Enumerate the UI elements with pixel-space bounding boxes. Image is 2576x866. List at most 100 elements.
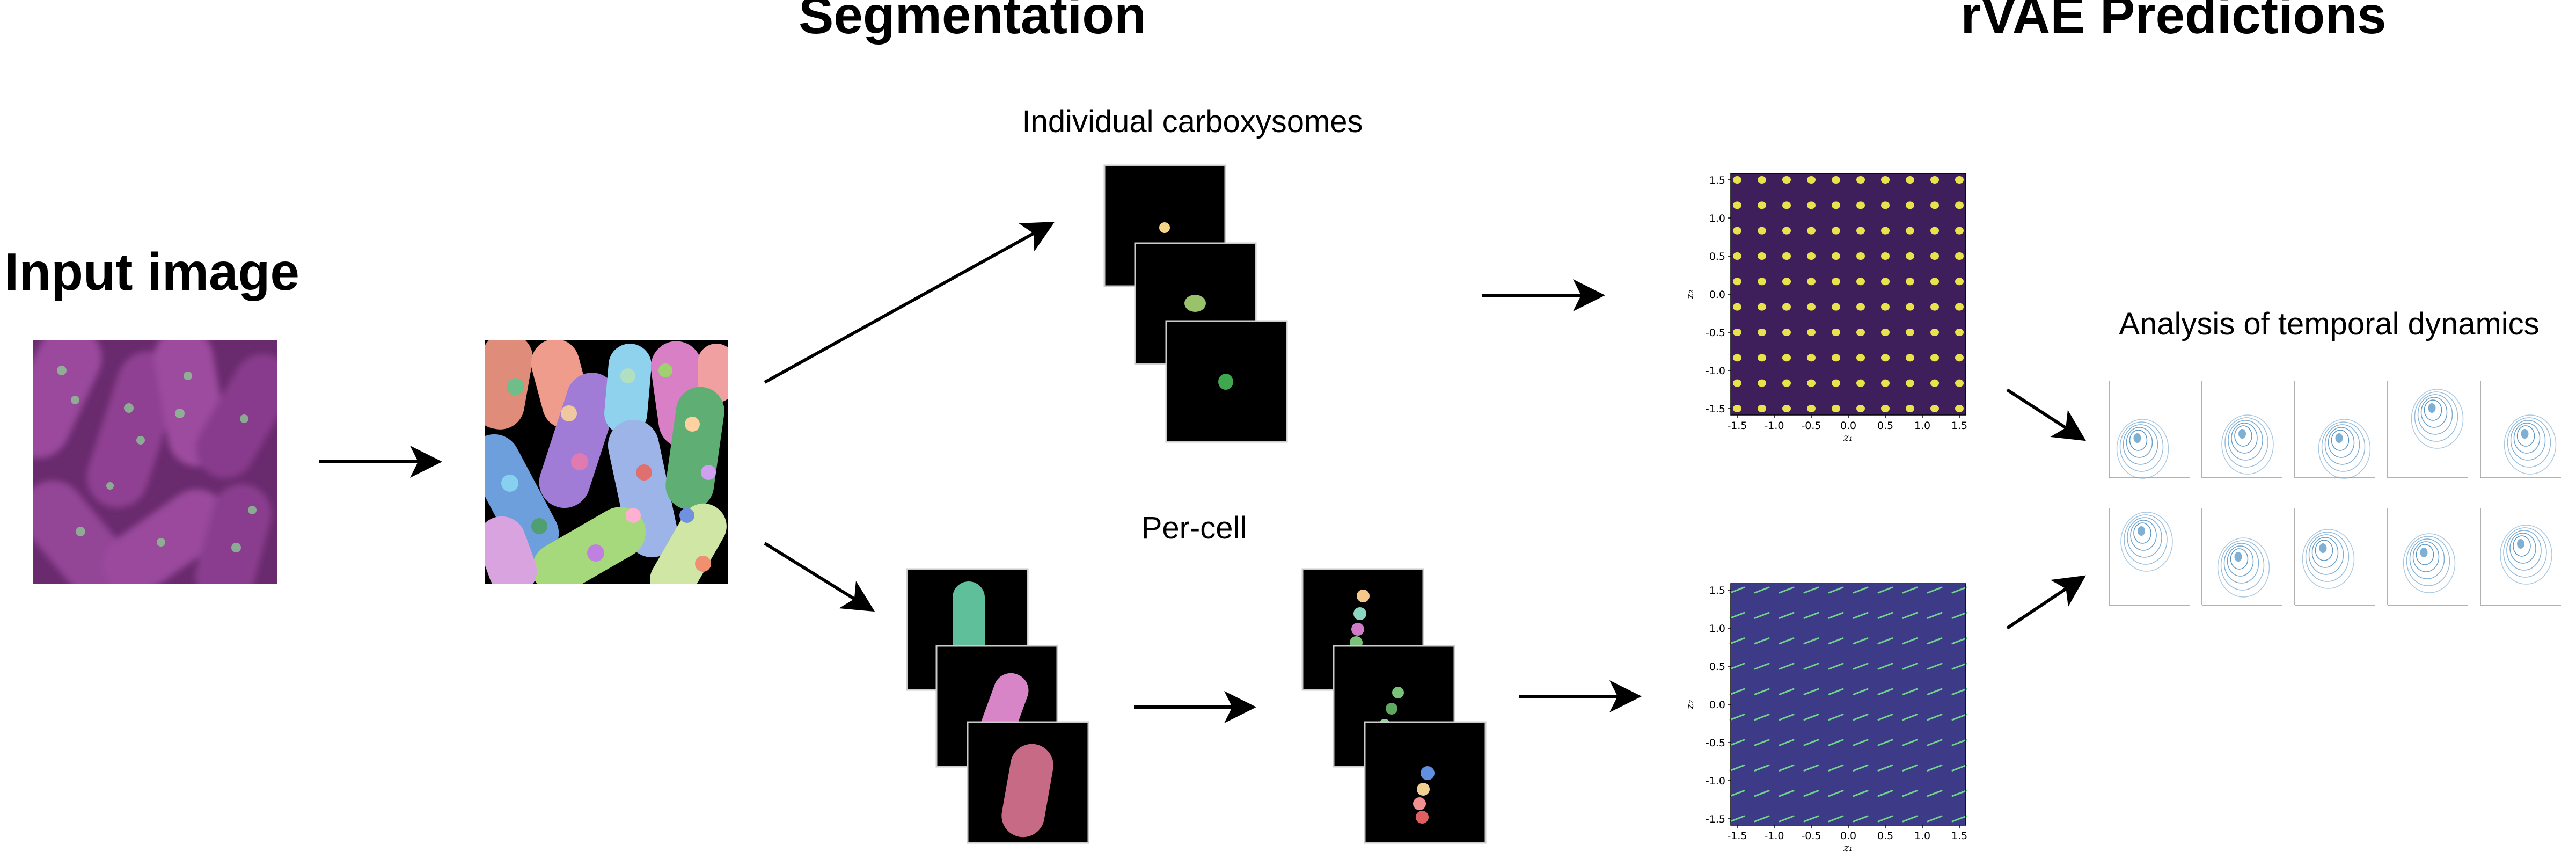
contour-level <box>2119 421 2164 472</box>
latent-plot-top-marker <box>1930 278 1939 286</box>
contour-peak <box>2428 403 2436 413</box>
latent-plot-bottom-marker <box>1729 637 1745 645</box>
contour-level <box>2311 537 2339 568</box>
latent-plot-bottom-marker <box>1951 637 1967 645</box>
latent-plot-top-marker <box>1807 278 1816 286</box>
contour-plot <box>2294 381 2375 479</box>
latent-plot-top-marker <box>1856 405 1865 412</box>
latent-plot-bottom-marker <box>1927 688 1943 695</box>
latent-plot-bottom-marker <box>1754 714 1770 721</box>
latent-plot-top-marker <box>1906 252 1914 260</box>
latent-plot-top-marker <box>1955 379 1964 387</box>
latent-plot-top-marker <box>1758 303 1766 311</box>
latent-plot-top-x-tick-label: 1.0 <box>1914 420 1930 432</box>
latent-plot-top-marker <box>1832 201 1840 209</box>
latent-plot-top-x-tick-label: -1.0 <box>1764 420 1784 432</box>
latent-plot-bottom-marker <box>1853 815 1869 823</box>
latent-plot-bottom-marker <box>1803 637 1819 645</box>
latent-plot-bottom-marker <box>1754 586 1770 594</box>
contour-level <box>2315 540 2333 561</box>
contour-level <box>2308 534 2344 575</box>
latent-plot-bottom-marker <box>1951 688 1967 695</box>
latent-plot-bottom-marker <box>1828 663 1844 670</box>
latent-plot-bottom-marker <box>1754 688 1770 695</box>
latent-plot-bottom-area <box>1731 584 1966 825</box>
latent-plot-top-marker <box>1782 329 1791 336</box>
latent-plot-bottom-marker <box>1828 612 1844 619</box>
latent-plot-bottom-marker <box>1828 739 1844 746</box>
contour-peak <box>2238 429 2246 439</box>
latent-plot-top-marker <box>1906 329 1914 336</box>
contour-peak <box>2319 543 2327 553</box>
latent-plot-bottom-marker <box>1853 612 1869 619</box>
latent-plot-top-y-tick-label: -1.5 <box>1706 403 1725 415</box>
latent-plot-top-marker <box>1856 354 1865 362</box>
contour-level <box>2223 543 2259 584</box>
latent-plot-top-y-tick-label: 1.5 <box>1709 174 1725 186</box>
latent-plot-top-area <box>1731 173 1966 415</box>
latent-plot-top-y-tick-label: 0.0 <box>1709 289 1725 301</box>
latent-plot-bottom-marker <box>1729 663 1745 670</box>
latent-plot-top-marker <box>1832 379 1840 387</box>
latent-plot-top-x-tick-label: 1.5 <box>1951 420 1967 432</box>
latent-plot-bottom-x-axis-label: z₁ <box>1843 842 1853 854</box>
latent-plot-top-y-tick-label: 1.0 <box>1709 213 1725 224</box>
latent-plot-top-marker <box>1856 278 1865 286</box>
latent-plot-top-marker <box>1758 354 1766 362</box>
latent-plot-bottom-marker <box>1803 586 1819 594</box>
latent-plot-bottom-marker <box>1803 764 1819 772</box>
contour-level <box>2127 517 2162 558</box>
latent-plot-top-marker <box>1856 329 1865 336</box>
contour-level <box>2506 530 2542 571</box>
latent-plot-bottom-marker <box>1803 663 1819 670</box>
latent-plot-bottom-marker <box>1951 764 1967 772</box>
latent-plot-bottom-marker <box>1877 663 1893 670</box>
contour-level <box>2406 536 2450 586</box>
latent-plot-top-marker <box>1758 227 1766 235</box>
contour-level <box>2120 512 2173 572</box>
latent-plot-bottom-marker <box>1927 764 1943 772</box>
latent-plot-bottom-marker <box>1803 790 1819 797</box>
title-rvae-predictions: rVAE Predictions <box>1960 0 2386 45</box>
latent-plot-bottom-y-tick-label: 0.5 <box>1709 661 1725 673</box>
latent-plot-bottom-x-tick-label: -0.5 <box>1801 830 1821 842</box>
latent-plot-bottom-marker <box>1754 764 1770 772</box>
latent-plot-bottom-marker <box>1951 663 1967 670</box>
latent-plot-bottom-marker <box>1729 688 1745 695</box>
latent-plot-bottom-marker <box>1927 612 1943 619</box>
latent-plot-top-marker <box>1881 278 1890 286</box>
latent-plot-bottom-marker <box>1951 790 1967 797</box>
contour-level <box>2234 425 2252 447</box>
latent-plot-bottom-marker <box>1828 688 1844 695</box>
latent-plot-bottom-marker <box>1853 586 1869 594</box>
contour-plot <box>2109 381 2190 479</box>
contour-level <box>2503 527 2547 578</box>
contour-level <box>2412 541 2440 572</box>
contour-level <box>2217 537 2270 598</box>
contour-level <box>2123 424 2158 465</box>
latent-plot-bottom-marker <box>1951 586 1967 594</box>
latent-plot-top-marker <box>1782 176 1791 184</box>
contour-level <box>2414 391 2458 442</box>
label-individual-carboxysomes: Individual carboxysomes <box>1022 104 1363 139</box>
latent-plot-bottom-marker <box>1803 739 1819 746</box>
latent-plot-top-marker <box>1881 329 1890 336</box>
latent-plot-bottom-marker <box>1828 764 1844 772</box>
latent-plot-top-marker <box>1758 278 1766 286</box>
latent-plot-bottom-marker <box>1828 586 1844 594</box>
latent-plot-top-marker <box>1782 354 1791 362</box>
latent-plot-bottom-marker <box>1902 739 1918 746</box>
latent-plot-top-marker <box>1955 278 1964 286</box>
latent-plot-bottom-marker <box>1729 815 1745 823</box>
contour-level <box>2409 538 2445 579</box>
latent-plot-top-axes: -1.5-1.5 -1.0 -1.0 -0.5 -0.5 0.0 0.0 0.5 0.5 1.0 1… <box>1684 173 1967 443</box>
latent-plot-bottom-marker <box>1754 790 1770 797</box>
latent-plot-top-marker <box>1930 201 1939 209</box>
latent-plot-bottom-x-tick-label: 0.5 <box>1877 830 1893 842</box>
contour-plot <box>2387 381 2468 478</box>
temporal-dynamics-contour-grid <box>2109 381 2561 606</box>
latent-plot-bottom-marker <box>1927 637 1943 645</box>
latent-plot-bottom-marker <box>1877 688 1893 695</box>
latent-plot-top-marker <box>1782 278 1791 286</box>
latent-plot-top-marker <box>1733 354 1741 362</box>
